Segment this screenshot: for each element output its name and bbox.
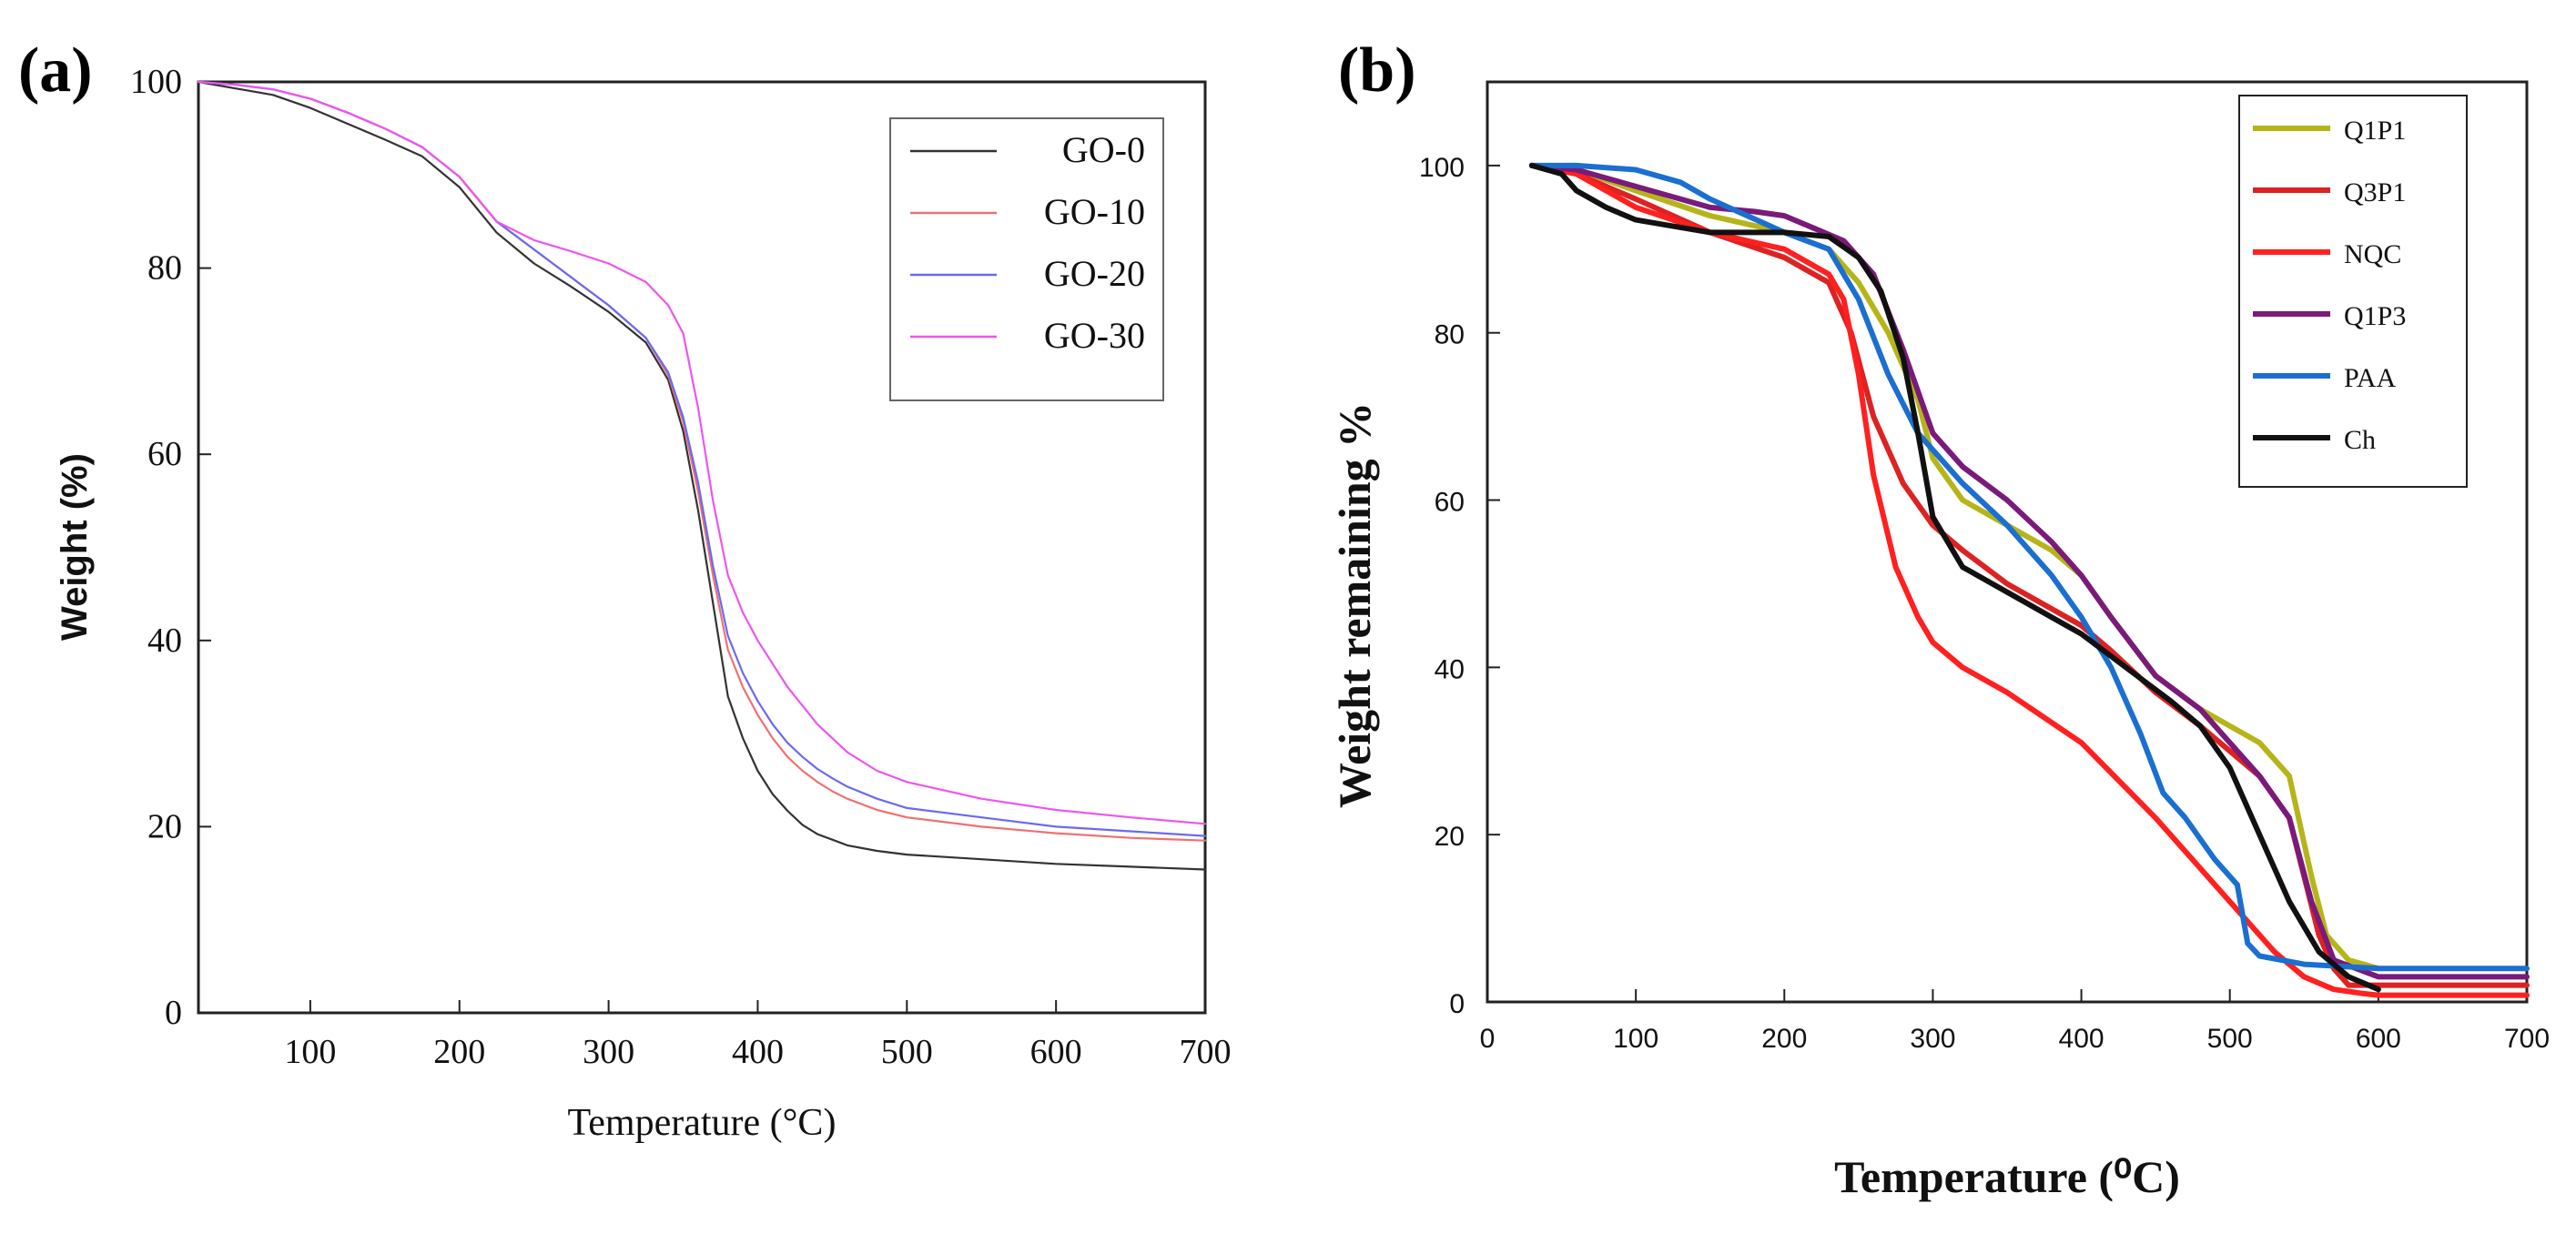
panel-b-x-tick-label: 400 [2059, 1024, 2104, 1054]
panel-a-x-tick-label: 700 [1180, 1033, 1232, 1071]
panel-a-letter: (a) [18, 35, 93, 106]
panel-a-x-tick-label: 200 [433, 1033, 485, 1071]
legend-label-q1p1: Q1P1 [2344, 116, 2406, 146]
panel-b-x-tick-label: 700 [2504, 1024, 2550, 1054]
panel-a-y-tick-label: 60 [147, 435, 182, 473]
panel-a-x-tick-label: 400 [732, 1033, 784, 1071]
panel-b-y-tick-label: 20 [1435, 822, 1465, 852]
panel-b-letter: (b) [1338, 35, 1416, 106]
legend-label-go-20: GO-20 [1044, 253, 1145, 294]
panel-b-x-tick-label: 200 [1761, 1024, 1807, 1054]
panel-a-x-tick-label: 500 [881, 1033, 933, 1071]
panel-b-chart: 0 100 200 300 400 500 600 700 0 20 40 60 80 100 Tempe… [1329, 80, 2550, 1202]
panel-b-y-axis-label: Weight remaining % [1329, 402, 1380, 808]
panel-b-x-tick-label: 600 [2356, 1024, 2401, 1054]
panel-b-y-tick-label: 40 [1435, 654, 1465, 684]
panel-b-x-tick-label: 500 [2207, 1024, 2253, 1054]
legend-label-q3p1: Q3P1 [2344, 177, 2406, 207]
legend-label-go-10: GO-10 [1044, 191, 1145, 232]
panel-a-x-tick-label: 100 [284, 1033, 336, 1071]
legend-label-q1p3: Q1P3 [2344, 301, 2406, 331]
panel-b-legend: Q1P1 Q3P1 NQC Q1P3 PAA Ch [2238, 95, 2468, 488]
panel-a-y-tick-label: 20 [147, 807, 182, 845]
panel-a-y-tick-label: 80 [147, 249, 182, 288]
panel-b-y-tick-label: 0 [1449, 989, 1465, 1019]
legend-label-ch: Ch [2344, 425, 2376, 455]
series-line-q3p1 [1528, 162, 2530, 988]
panel-a-y-tick-label: 100 [130, 63, 182, 101]
panel-b-x-tick-label: 100 [1613, 1024, 1658, 1054]
panel-a-y-axis-label: Weight (%) [55, 453, 95, 641]
panel-b-x-tick-label: 0 [1480, 1024, 1496, 1054]
panel-b-y-tick-label: 80 [1435, 320, 1465, 350]
series-line-paa [1528, 162, 2530, 972]
series-line-nqc [1528, 162, 2530, 998]
panel-a-x-tick-label: 600 [1030, 1033, 1082, 1071]
panel-b-y-tick-label: 60 [1435, 488, 1465, 518]
panel-b-y-tick-label: 100 [1419, 153, 1465, 183]
panel-a-x-axis-label: Temperature (°C) [568, 1102, 837, 1144]
panel-a-x-tick-label: 300 [583, 1033, 634, 1071]
legend-label-paa: PAA [2344, 363, 2397, 393]
series-line-go-0 [197, 80, 1207, 871]
series-line-ch [1528, 162, 2381, 993]
panel-a-legend-box [889, 117, 1164, 401]
panel-b-x-axis-label: Temperature (⁰C) [1834, 1151, 2180, 1202]
panel-b-x-tick-label: 300 [1910, 1024, 1955, 1054]
panel-a-series [197, 80, 1207, 871]
panel-a-chart: 100 200 300 400 500 600 700 0 20 40 60 80 100 Temper… [55, 63, 1232, 1144]
legend-label-nqc: NQC [2344, 239, 2401, 269]
series-line-q1p3 [1528, 162, 2530, 980]
legend-label-go-30: GO-30 [1044, 315, 1145, 356]
panel-a-y-tick-label: 0 [165, 994, 182, 1032]
panel-a-y-tick-label: 40 [147, 622, 182, 660]
panel-b-ticks: 0 100 200 300 400 500 600 700 0 20 40 60 80 100 [1419, 153, 2550, 1054]
legend-label-go-0: GO-0 [1062, 129, 1145, 170]
panel-b-legend-box [2238, 95, 2468, 488]
panel-a-legend: GO-0 GO-10 GO-20 GO-30 [889, 117, 1164, 401]
panel-b-series [1528, 162, 2530, 998]
panel-a-ticks: 100 200 300 400 500 600 700 0 20 40 60 80 100 [130, 63, 1232, 1071]
series-line-go-30 [197, 80, 1207, 825]
